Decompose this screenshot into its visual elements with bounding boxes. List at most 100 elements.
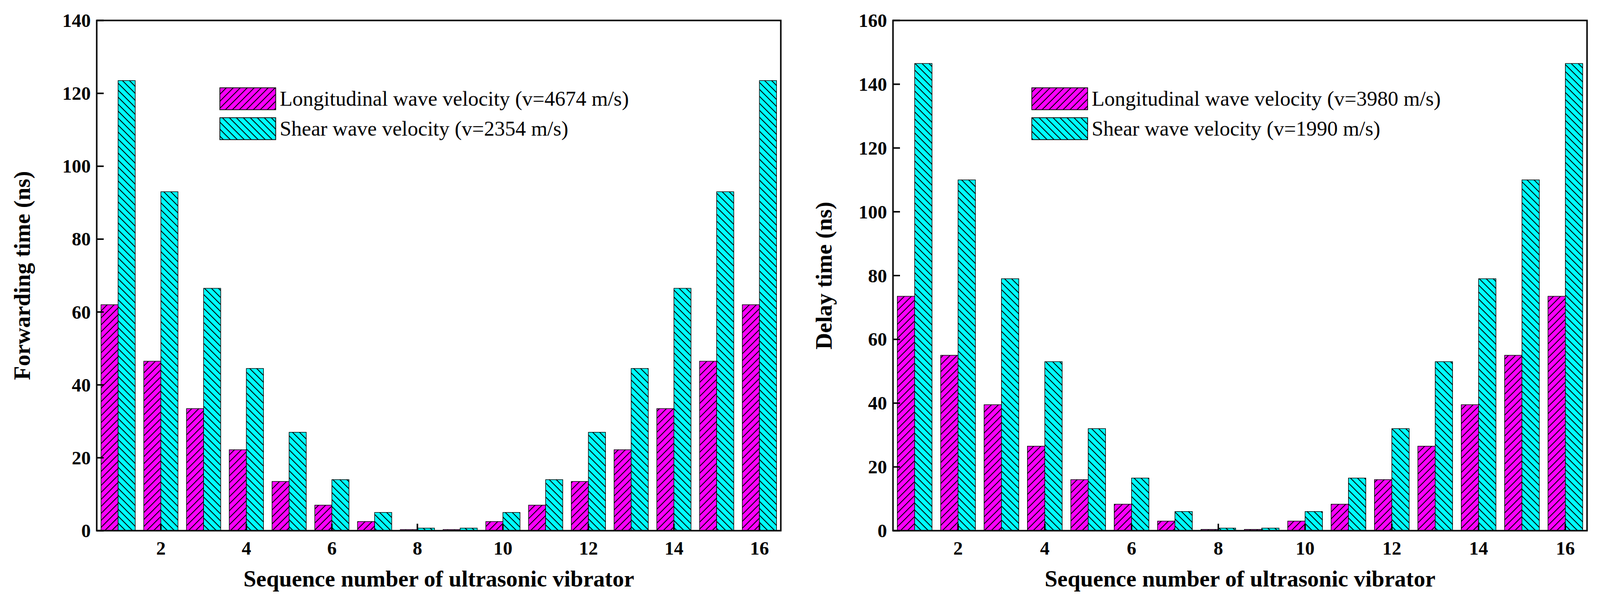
bar <box>1088 428 1106 531</box>
bar <box>1001 278 1020 531</box>
y-tick <box>892 338 900 341</box>
bar <box>229 449 247 531</box>
y-tick <box>892 530 900 532</box>
y-tick <box>96 383 104 386</box>
legend-swatch <box>1031 117 1088 140</box>
bar <box>984 404 1002 531</box>
bar <box>1504 355 1523 531</box>
bar <box>374 512 392 531</box>
bar <box>1392 428 1410 531</box>
y-tick <box>96 19 104 22</box>
x-tick-label: 10 <box>493 537 513 559</box>
bar <box>246 368 264 531</box>
y-tick <box>96 456 104 459</box>
x-tick-label: 14 <box>664 537 684 559</box>
bar <box>674 288 692 531</box>
x-tick <box>1477 523 1480 531</box>
bar <box>614 449 632 531</box>
x-tick <box>587 523 590 531</box>
bar <box>314 505 332 531</box>
x-tick-label: 14 <box>1469 537 1489 559</box>
y-tick <box>892 402 900 404</box>
bar <box>742 304 760 531</box>
y-tick-label: 100 <box>62 155 91 177</box>
y-tick-label: 160 <box>858 9 888 31</box>
bar <box>914 63 933 531</box>
x-tick <box>1130 523 1133 531</box>
bar <box>357 521 375 531</box>
bar <box>1478 278 1497 531</box>
x-tick <box>502 523 504 531</box>
x-tick-label: 2 <box>953 537 963 559</box>
bar <box>186 408 204 531</box>
y-tick-label: 80 <box>71 228 91 250</box>
legend-swatch <box>219 117 276 140</box>
chart: 020406080100120140160246810121416Sequenc… <box>811 9 1588 592</box>
bar <box>1131 478 1150 531</box>
bar <box>1027 446 1046 531</box>
bar <box>571 481 589 531</box>
bar <box>1522 179 1540 531</box>
y-tick-label: 100 <box>858 201 888 223</box>
bar <box>699 360 717 531</box>
legend-label: Longitudinal wave velocity (v=3980 m/s) <box>1091 87 1441 111</box>
bar <box>161 191 178 531</box>
y-tick-label: 20 <box>71 447 91 469</box>
x-axis-label: Sequence number of ultrasonic vibrator <box>1044 565 1436 592</box>
bar <box>1435 361 1453 531</box>
legend-label: Longitudinal wave velocity (v=4674 m/s) <box>279 87 629 111</box>
x-tick-label: 2 <box>156 537 166 559</box>
bar <box>1157 521 1176 531</box>
legend-label: Shear wave velocity (v=2354 m/s) <box>279 117 569 141</box>
y-tick-label: 40 <box>71 374 91 396</box>
plot-frame <box>96 20 781 531</box>
bars <box>897 63 1584 531</box>
y-tick <box>892 274 900 277</box>
figure: 020406080100120140246810121416Sequence n… <box>0 0 1600 606</box>
legend-swatch <box>1031 87 1088 110</box>
x-tick-label: 6 <box>1126 537 1137 559</box>
bar <box>656 408 674 531</box>
bar <box>940 355 959 531</box>
bar <box>485 521 503 531</box>
bar <box>545 479 563 531</box>
x-tick <box>1564 523 1567 531</box>
x-tick <box>957 523 959 531</box>
x-tick-label: 16 <box>1556 537 1576 559</box>
y-tick-label: 140 <box>858 73 888 95</box>
chart: 020406080100120140246810121416Sequence n… <box>9 9 781 592</box>
bar <box>1565 63 1584 531</box>
bar <box>101 304 119 531</box>
bar <box>1175 511 1193 531</box>
plot-frame <box>892 20 1588 531</box>
bar <box>897 296 915 531</box>
x-tick-label: 8 <box>1213 537 1224 559</box>
bars <box>101 80 777 531</box>
bar <box>1418 446 1436 531</box>
y-tick-label: 0 <box>81 520 91 541</box>
y-tick-label: 20 <box>868 456 888 478</box>
y-tick <box>892 83 900 85</box>
bar <box>1114 504 1132 531</box>
y-tick-label: 120 <box>62 82 91 104</box>
y-axis-label: Forwarding time (ns) <box>9 171 35 380</box>
y-tick <box>96 238 104 240</box>
x-tick <box>331 523 333 531</box>
x-tick-label: 16 <box>749 537 769 559</box>
x-tick-label: 8 <box>412 537 423 559</box>
x-tick <box>416 523 419 531</box>
bar <box>1348 478 1367 531</box>
x-tick <box>1044 523 1046 531</box>
y-tick-label: 40 <box>868 392 888 414</box>
bar <box>1548 296 1566 531</box>
y-axis-label: Delay time (ns) <box>811 201 837 350</box>
bar <box>1070 479 1089 531</box>
x-tick <box>673 523 675 531</box>
bar <box>203 288 221 531</box>
x-tick-label: 4 <box>241 537 252 559</box>
x-tick-label: 12 <box>578 537 598 559</box>
bar <box>588 432 606 531</box>
x-tick-label: 12 <box>1382 537 1402 559</box>
x-tick <box>160 523 162 531</box>
legend-swatch <box>219 87 276 110</box>
